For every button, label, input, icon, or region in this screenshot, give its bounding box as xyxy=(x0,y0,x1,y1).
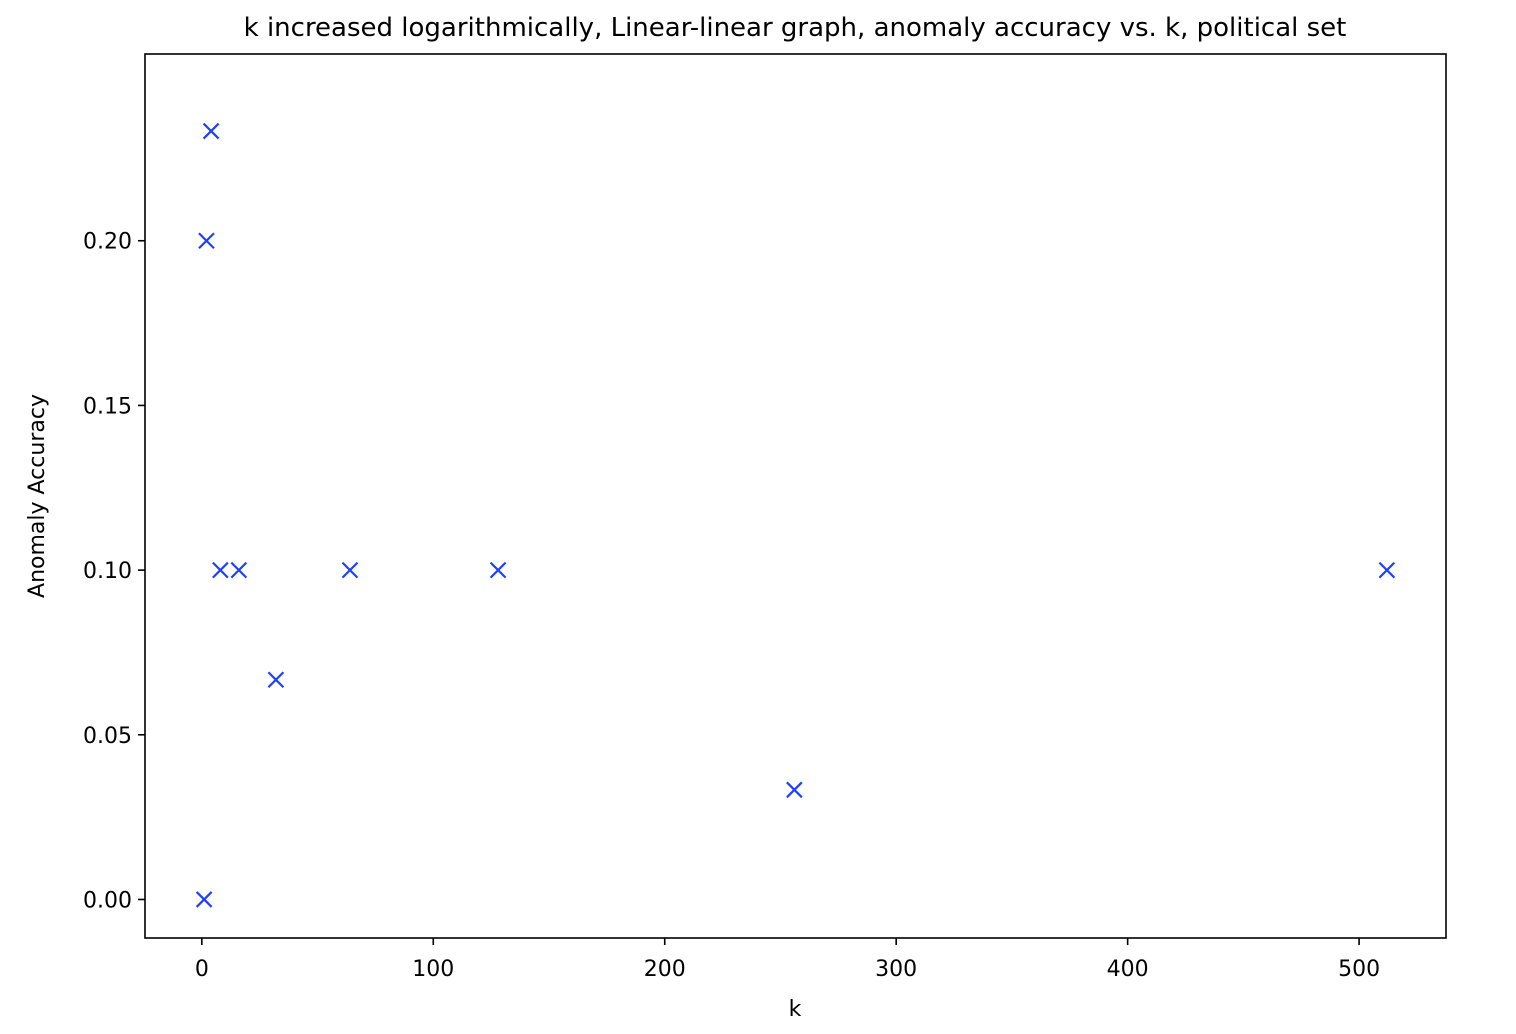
data-point xyxy=(230,561,248,579)
y-tick-label: 0.20 xyxy=(83,230,132,255)
x-tick-label: 500 xyxy=(1338,957,1380,982)
plot-area: 0 100 200 300 400 500 0.00 0.05 0.10 0.15 0.20 xyxy=(83,53,1447,982)
y-axis-ticks: 0.00 0.05 0.10 0.15 0.20 xyxy=(83,230,145,913)
plot-frame xyxy=(144,53,1447,939)
x-tick-label: 200 xyxy=(644,957,686,982)
x-axis-label: k xyxy=(789,997,802,1022)
data-point xyxy=(212,561,229,579)
x-tick-label: 100 xyxy=(412,957,454,982)
y-tick-label: 0.00 xyxy=(83,888,132,913)
data-point xyxy=(195,891,213,908)
y-axis-label: Anomaly Accuracy xyxy=(25,394,50,598)
x-axis-ticks: 0 100 200 300 400 500 xyxy=(195,938,1380,982)
data-point xyxy=(786,781,803,799)
data-point xyxy=(341,561,359,579)
y-tick-label: 0.05 xyxy=(83,724,132,749)
data-point xyxy=(202,122,220,140)
y-tick-label: 0.15 xyxy=(83,394,132,419)
y-tick-label: 0.10 xyxy=(83,559,132,584)
x-tick-label: 0 xyxy=(195,957,209,982)
x-tick-label: 400 xyxy=(1107,957,1149,982)
data-points xyxy=(195,122,1396,908)
data-point xyxy=(267,671,285,689)
x-tick-label: 300 xyxy=(875,957,917,982)
chart-title: k increased logarithmically, Linear-line… xyxy=(244,13,1347,43)
data-point xyxy=(198,232,215,250)
data-point xyxy=(1378,561,1396,579)
data-point xyxy=(489,561,507,579)
